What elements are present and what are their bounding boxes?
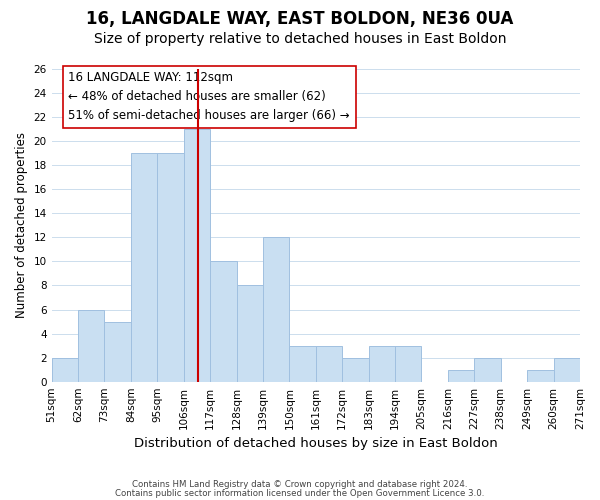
Bar xyxy=(210,262,236,382)
Text: Contains HM Land Registry data © Crown copyright and database right 2024.: Contains HM Land Registry data © Crown c… xyxy=(132,480,468,489)
Text: Size of property relative to detached houses in East Boldon: Size of property relative to detached ho… xyxy=(94,32,506,46)
Bar xyxy=(289,346,316,382)
Bar xyxy=(395,346,421,382)
Bar xyxy=(263,238,289,382)
Text: 16 LANGDALE WAY: 112sqm
← 48% of detached houses are smaller (62)
51% of semi-de: 16 LANGDALE WAY: 112sqm ← 48% of detache… xyxy=(68,72,350,122)
Bar xyxy=(104,322,131,382)
Bar xyxy=(527,370,554,382)
Text: Contains public sector information licensed under the Open Government Licence 3.: Contains public sector information licen… xyxy=(115,488,485,498)
Bar xyxy=(316,346,342,382)
Bar xyxy=(554,358,580,382)
Bar xyxy=(342,358,368,382)
Bar xyxy=(184,129,210,382)
Bar xyxy=(131,153,157,382)
X-axis label: Distribution of detached houses by size in East Boldon: Distribution of detached houses by size … xyxy=(134,437,498,450)
Y-axis label: Number of detached properties: Number of detached properties xyxy=(15,132,28,318)
Text: 16, LANGDALE WAY, EAST BOLDON, NE36 0UA: 16, LANGDALE WAY, EAST BOLDON, NE36 0UA xyxy=(86,10,514,28)
Bar xyxy=(448,370,475,382)
Bar xyxy=(236,286,263,382)
Bar xyxy=(78,310,104,382)
Bar xyxy=(368,346,395,382)
Bar xyxy=(52,358,78,382)
Bar xyxy=(157,153,184,382)
Bar xyxy=(475,358,501,382)
